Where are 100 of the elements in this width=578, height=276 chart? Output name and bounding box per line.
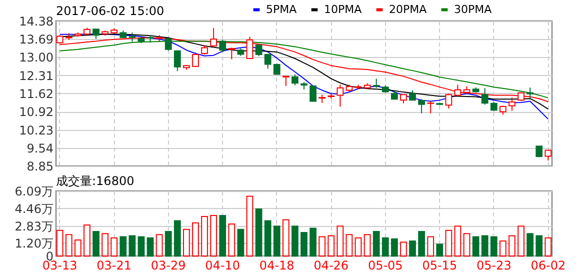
y-tick-label: 13.00 <box>19 50 54 65</box>
bar <box>310 228 316 256</box>
bar <box>445 230 452 256</box>
y-tick-label: 1.20万 <box>14 236 54 251</box>
candlestick <box>409 90 416 101</box>
bar <box>427 236 434 256</box>
bar <box>328 235 335 256</box>
bar <box>418 230 425 256</box>
y-tick-label: 11.62 <box>19 86 54 101</box>
candlestick <box>192 52 199 68</box>
candlestick <box>536 146 543 158</box>
bar <box>138 236 145 256</box>
bar <box>364 234 371 256</box>
legend-label: 30PMA <box>454 2 492 16</box>
candlestick <box>92 28 100 40</box>
bar <box>120 236 127 256</box>
y-tick-label: 9.54 <box>26 141 54 156</box>
bar <box>372 230 380 256</box>
candlestick <box>128 32 136 42</box>
bar <box>472 236 480 256</box>
bar <box>536 235 543 256</box>
bar <box>454 226 462 256</box>
legend-label: 5PMA <box>266 2 298 16</box>
candlestick <box>544 150 552 161</box>
candlestick <box>445 93 452 110</box>
bar <box>183 228 190 256</box>
candlestick <box>372 78 380 88</box>
y-tick-label: 10.92 <box>19 105 54 120</box>
bar <box>336 226 344 256</box>
bar <box>508 235 516 256</box>
bar <box>237 228 244 256</box>
bar <box>544 237 552 256</box>
candlestick <box>454 84 462 97</box>
y-tick-label: 4.46万 <box>14 202 54 216</box>
y-tick-label: 2.83万 <box>14 219 54 234</box>
candlestick <box>310 86 316 102</box>
bar <box>174 220 181 256</box>
candlestick <box>174 50 181 72</box>
bar <box>146 237 154 256</box>
candlestick <box>273 62 280 75</box>
x-tick-label: 05-05 <box>368 258 403 272</box>
bar <box>382 237 389 256</box>
candlestick <box>219 39 226 52</box>
y-tick-label: 14.38 <box>19 14 54 28</box>
bar <box>201 216 208 256</box>
bar <box>526 233 534 256</box>
candlestick <box>490 102 498 112</box>
bar <box>219 214 226 256</box>
chart-title: 2017-06-02 15:00 <box>56 4 164 18</box>
bar <box>56 230 64 256</box>
bar <box>300 232 308 256</box>
y-tick-label: 8.85 <box>26 160 54 174</box>
x-tick-label: 05-23 <box>476 258 512 272</box>
bar <box>246 196 254 256</box>
bar <box>255 208 262 256</box>
candlestick <box>418 98 425 114</box>
bar <box>518 226 524 256</box>
y-tick-label: 6.09万 <box>14 184 54 198</box>
x-tick-label: 03-21 <box>96 258 132 272</box>
bar <box>228 223 236 256</box>
candlestick <box>292 74 298 86</box>
bar <box>354 237 362 256</box>
bar <box>282 219 290 256</box>
bar <box>400 242 407 256</box>
legend-label: 20PMA <box>389 2 428 16</box>
x-tick-label: 05-15 <box>422 258 458 272</box>
bar <box>192 222 199 256</box>
y-tick-label: 12.31 <box>19 68 54 83</box>
bar <box>210 214 218 256</box>
bar <box>409 240 416 256</box>
bar <box>481 235 488 256</box>
bar <box>436 244 444 256</box>
candlestick <box>481 88 488 106</box>
bar <box>92 230 100 256</box>
candlestick <box>228 47 236 60</box>
bar <box>110 237 118 256</box>
bar <box>346 234 353 256</box>
candlestick <box>264 54 272 70</box>
bar <box>156 234 163 256</box>
candlestick <box>282 76 290 87</box>
x-tick-label: 04-18 <box>259 258 294 272</box>
y-tick-label: 13.69 <box>19 32 54 47</box>
candlestick <box>427 101 434 114</box>
bar <box>264 220 272 256</box>
candlestick <box>336 84 344 108</box>
bar <box>65 234 72 256</box>
bar <box>164 230 172 256</box>
x-tick-label: 06-02 <box>530 258 566 272</box>
bar <box>390 238 398 256</box>
bar <box>500 240 506 256</box>
bar <box>292 226 298 256</box>
legend-label: 10PMA <box>324 2 362 16</box>
candlestick <box>526 87 534 100</box>
bar <box>463 233 470 256</box>
bar <box>102 233 108 256</box>
bar <box>84 224 90 256</box>
candlestick <box>508 97 516 112</box>
x-tick-label: 04-26 <box>314 258 349 272</box>
y-tick-label: 10.23 <box>19 123 54 138</box>
chart-title: 成交量:16800 <box>56 174 134 188</box>
